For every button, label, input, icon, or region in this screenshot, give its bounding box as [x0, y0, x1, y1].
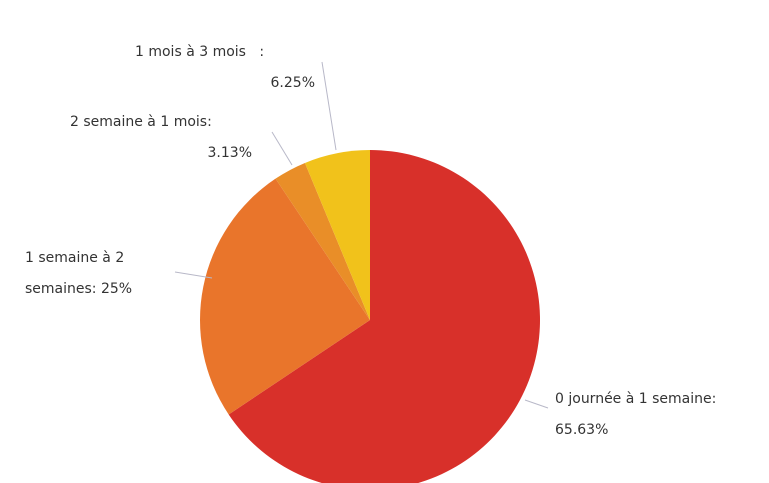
- pie-slice: [228, 150, 540, 483]
- category-label: 1 semaine à 2 semaines:: [25, 250, 125, 297]
- leader-line: [524, 399, 549, 409]
- slice-label: 1 semaine à 2 semaines: 25%: [25, 243, 165, 305]
- category-label: 0 journée à 1 semaine:: [555, 391, 717, 407]
- pie-slice: [275, 162, 370, 320]
- slice-label: 1 mois à 3 mois : 6.25%: [135, 37, 315, 99]
- value-label: 6.25%: [270, 75, 315, 91]
- slice-label: 2 semaine à 1 mois: 3.13%: [70, 107, 260, 169]
- value-label: 3.13%: [207, 145, 252, 161]
- value-label: 65.63%: [555, 422, 609, 438]
- pie-slice: [200, 178, 370, 415]
- pie-slice: [304, 150, 370, 320]
- value-label: 25%: [100, 281, 133, 297]
- category-label: 2 semaine à 1 mois:: [70, 114, 212, 130]
- leader-line: [271, 131, 293, 166]
- leader-line: [321, 61, 337, 151]
- leader-line: [174, 271, 213, 279]
- slice-label: 0 journée à 1 semaine: 65.63%: [555, 384, 769, 446]
- category-label: 1 mois à 3 mois :: [135, 44, 265, 60]
